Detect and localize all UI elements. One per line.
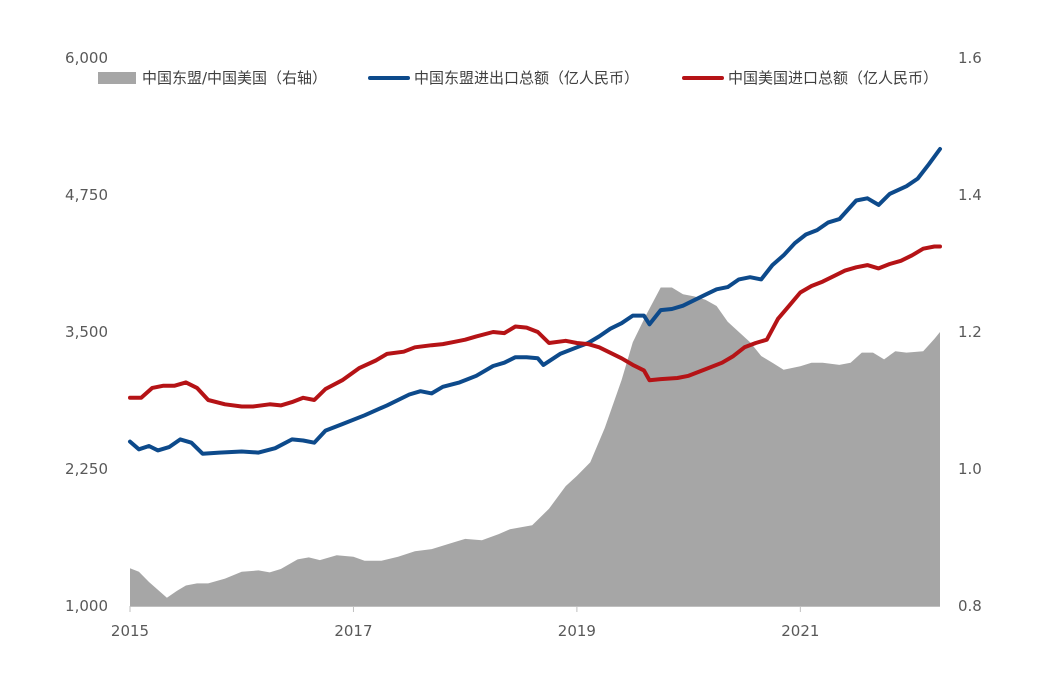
right-y-tick-label: 1.0	[958, 460, 982, 478]
right-y-tick-label: 1.4	[958, 186, 982, 204]
right-y-tick-label: 0.8	[958, 597, 982, 615]
left-y-tick-label: 3,500	[65, 323, 108, 341]
legend: 中国东盟/中国美国（右轴） 中国东盟进出口总额（亿人民币） 中国美国进口总额（亿人民…	[98, 69, 938, 87]
series-line-1	[128, 147, 942, 456]
left-y-tick-label: 1,000	[65, 597, 108, 615]
legend-swatch-area	[98, 72, 136, 84]
x-tick-label: 2017	[334, 622, 372, 640]
right-y-tick-label: 1.6	[958, 49, 982, 67]
legend-label: 中国东盟/中国美国（右轴）	[142, 69, 327, 87]
right-y-axis-ticks: 0.8 1.0 1.2 1.4 1.6	[958, 49, 982, 615]
x-tick-label: 2015	[111, 622, 149, 640]
left-y-tick-label: 4,750	[65, 186, 108, 204]
right-y-tick-label: 1.2	[958, 323, 982, 341]
left-y-tick-label: 6,000	[65, 49, 108, 67]
legend-label: 中国美国进口总额（亿人民币）	[728, 69, 938, 87]
line-layer	[128, 147, 942, 456]
x-tick-label: 2021	[781, 622, 819, 640]
x-tick-label: 2019	[558, 622, 596, 640]
series-area-ratio	[130, 287, 940, 606]
x-axis-ticks: 2015 2017 2019 2021	[111, 606, 819, 640]
left-y-axis-ticks: 1,000 2,250 3,500 4,750 6,000	[65, 49, 108, 615]
area-layer	[130, 287, 940, 606]
series-line-2	[128, 244, 942, 409]
legend-label: 中国东盟进出口总额（亿人民币）	[414, 69, 639, 87]
left-y-tick-label: 2,250	[65, 460, 108, 478]
